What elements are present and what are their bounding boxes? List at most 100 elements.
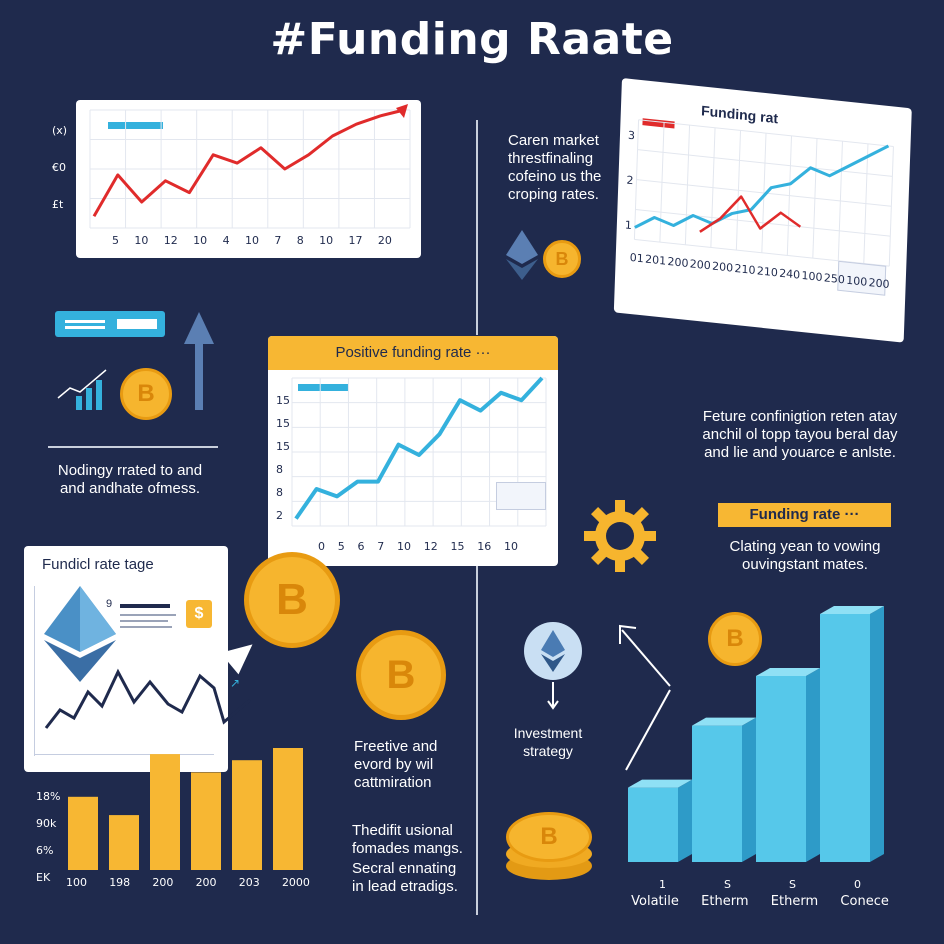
bar [273, 748, 303, 870]
x-tick: 100 [66, 876, 87, 889]
bar-side [678, 779, 692, 862]
funding-text-left: Nodingy rrated to and and andhate ofmess… [30, 462, 230, 498]
text-line: cattmiration [354, 774, 432, 791]
bitcoin-coin-large: B [356, 630, 446, 720]
x-tick: 12 [163, 234, 178, 247]
center-x-axis: 0 5 6 7 10 12 15 16 10 [318, 540, 518, 553]
x-tick: S [724, 878, 731, 891]
bar [692, 725, 742, 862]
legend-bar [108, 122, 163, 129]
dollar-badge: $ [186, 600, 212, 628]
coin-symbol: B [137, 380, 155, 407]
funding-rate-description: Clating yean to vowing ouvingstant mates… [700, 538, 910, 574]
y-tick: 2 [276, 509, 283, 522]
bar [191, 772, 221, 870]
bar-side [806, 668, 820, 862]
ethereum-circle-icon [524, 622, 582, 680]
text-line: fomades mangs. [352, 840, 463, 857]
x-tick: 10 [244, 234, 259, 247]
bar [628, 787, 678, 862]
x-tick: 203 [238, 876, 260, 889]
bitcoin-coin-icon: B [708, 612, 762, 666]
text-placeholder [120, 604, 170, 608]
text-placeholder [120, 626, 172, 628]
text-line: croping rates. [508, 186, 599, 203]
bar [756, 676, 806, 862]
text-line: strategy [523, 743, 573, 759]
x-tick: 210 [734, 261, 756, 278]
center-y-axis: 15 15 15 8 8 2 [276, 394, 290, 522]
coin-stack-icon: B [506, 812, 592, 882]
x-tick: 100 [801, 268, 823, 285]
bar [109, 815, 139, 870]
bitcoin-coin-icon: B [120, 368, 172, 420]
x-tick: 210 [756, 264, 779, 280]
y-tick: 18% [36, 790, 61, 803]
text-line: and andhate ofmess. [59, 480, 201, 497]
coin-symbol: B [276, 575, 308, 624]
y-tick: £t [52, 198, 64, 211]
x-label: Volatile [631, 894, 679, 909]
legend-pill [55, 311, 165, 337]
x-tick: 6 [357, 540, 365, 553]
top-right-line-chart [633, 119, 894, 267]
x-tick: 8 [296, 234, 304, 247]
coin-symbol: B [555, 248, 569, 269]
text-block-3: Secral ennating in lead etradigs. [352, 860, 458, 896]
text-line: Freetive and [354, 738, 438, 755]
x-tick: 16 [477, 540, 492, 553]
card-x-axis [34, 754, 214, 755]
bar-top [756, 668, 820, 676]
x-tick: 200 [667, 254, 689, 271]
top-left-x-axis: 5 10 12 10 4 10 7 8 10 17 20 [112, 234, 392, 247]
funding-rate-stage-card: Fundicl rate tage 9 $ ↗ [24, 546, 251, 772]
pill-line [65, 320, 105, 323]
x-tick: 201 [644, 252, 667, 268]
growth-bars-icon [57, 369, 107, 410]
x-tick: 1 [659, 878, 666, 891]
x-tick: 4 [222, 234, 230, 247]
y-tick: €0 [52, 161, 66, 174]
ethereum-icon [506, 230, 538, 280]
funding-rate-banner: Funding rate ··· [718, 503, 891, 527]
bar-chart-x-axis: 100 198 200 200 203 2000 [66, 876, 310, 889]
x-tick: S [788, 878, 796, 891]
x-label: Conece [840, 894, 889, 909]
x-tick: 10 [397, 540, 411, 553]
trend-arrow-icon: ↗ [230, 676, 241, 690]
positive-funding-card: Positive funding rate ··· 15 15 15 8 8 2… [268, 336, 558, 566]
text-line: in lead etradigs. [352, 878, 458, 895]
bar-chart-y-axis: 18% 90k 6% EK [36, 790, 60, 884]
x-tick: 200 [868, 275, 890, 292]
text-block-1: Freetive and evord by wil cattmiration [354, 738, 437, 792]
card-y-axis [34, 586, 35, 756]
top-left-line-chart [89, 104, 411, 229]
positive-funding-line-chart [291, 376, 547, 527]
bitcoin-coin-large: B [244, 552, 340, 648]
ethereum-icon [44, 586, 116, 682]
y-tick: 3 [627, 128, 636, 143]
text-line: Thedifit usional [352, 822, 453, 839]
gear-icon [584, 500, 656, 572]
bar-side [742, 717, 756, 862]
card-title: Fundicl rate tage [42, 556, 154, 573]
x-tick: 10 [319, 234, 334, 247]
series-line [699, 195, 802, 233]
series-line [634, 144, 890, 229]
text-line: Clating yean to vowing [729, 538, 881, 555]
coin-symbol: B [726, 625, 744, 652]
series-line [294, 376, 544, 520]
text-line: evord by wil [354, 756, 434, 773]
x-tick: 2000 [281, 876, 310, 889]
bar-top [628, 779, 692, 788]
x-label: Etherm [770, 894, 819, 909]
x-tick: 10 [134, 234, 149, 247]
y-tick: 6% [36, 844, 54, 857]
y-tick: 15 [276, 440, 290, 453]
x-tick: 200 [689, 257, 712, 273]
market-description: Caren market threstfinaling cofeino us t… [508, 132, 601, 204]
text-line: and lie and youarce e anlste. [704, 444, 896, 461]
feature-description: Feture confinigtion reten atay anchil ol… [686, 408, 914, 462]
series-line [92, 108, 405, 217]
text-line: ouvingstant mates. [742, 556, 868, 573]
